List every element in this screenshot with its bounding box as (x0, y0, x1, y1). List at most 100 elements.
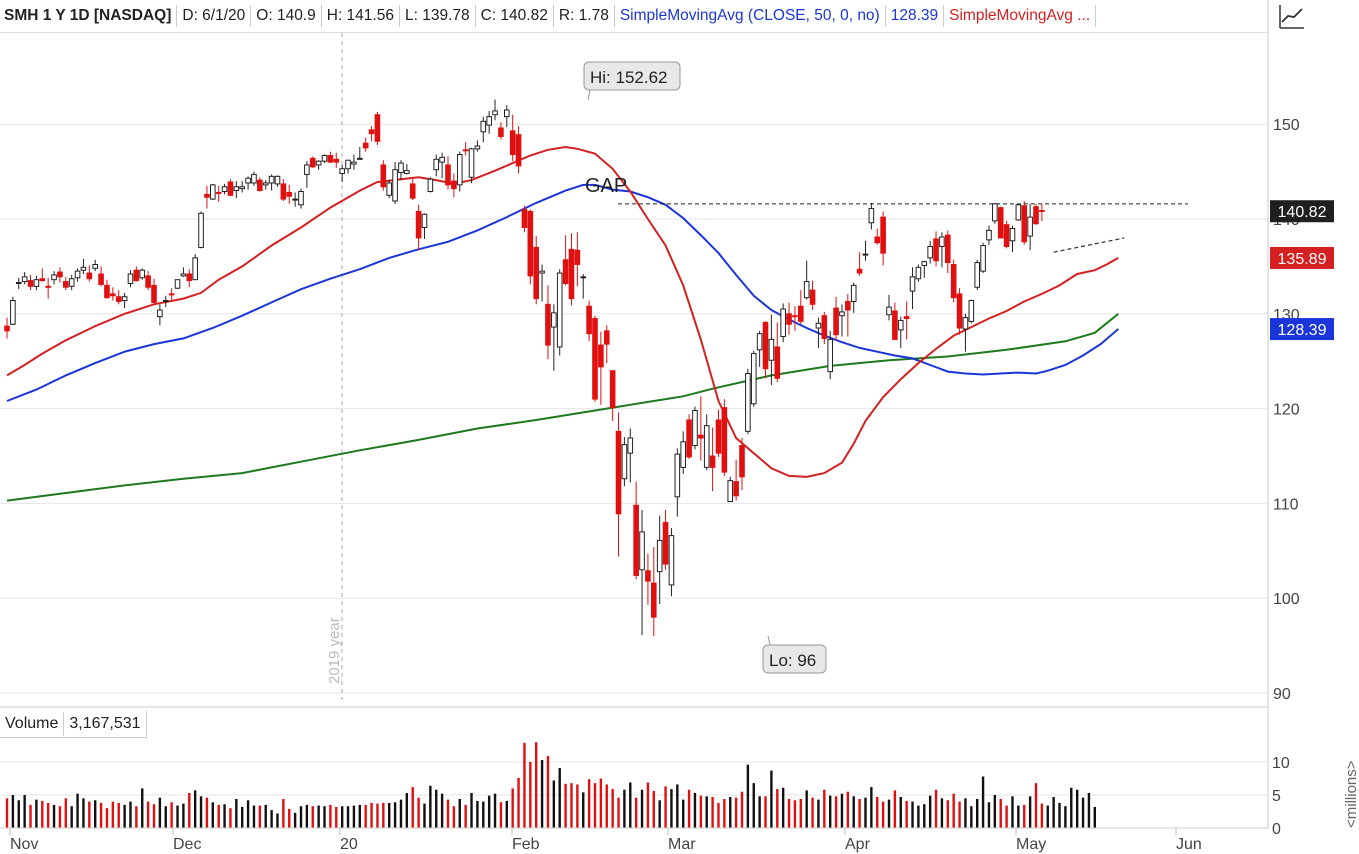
time-tick-label: Mar (668, 836, 696, 853)
volume-bar (758, 796, 761, 828)
volume-bar (5, 798, 9, 828)
volume-bar (752, 783, 755, 828)
volume-bar (23, 795, 26, 828)
volume-bar (540, 760, 544, 828)
volume-bar (346, 806, 350, 828)
candle (492, 99, 498, 121)
candle (210, 183, 216, 201)
volume-bar (817, 799, 820, 828)
volume-bar (1087, 793, 1091, 828)
volume-bar (993, 795, 997, 828)
volume-bar (623, 789, 626, 828)
volume-bar (129, 801, 132, 828)
volume-bar (329, 804, 332, 828)
volume-bar (523, 742, 526, 828)
candle (215, 185, 222, 202)
volume-bar (111, 801, 115, 828)
candle (239, 181, 245, 193)
volume-bar (423, 803, 426, 828)
candle (398, 160, 404, 181)
volume-bar (917, 805, 920, 828)
volume-bar (634, 797, 638, 828)
volume-bar (446, 799, 450, 828)
candle (98, 266, 104, 287)
low-callout-label: Lo: 96 (769, 651, 816, 670)
candle (27, 274, 34, 291)
candle (333, 152, 340, 168)
candle (4, 317, 10, 339)
volume-label: Volume (0, 712, 65, 736)
volume-bar (1064, 806, 1067, 828)
volume-bar (1011, 796, 1014, 828)
gap-label: GAP (585, 175, 627, 197)
time-tick-label: Dec (173, 836, 201, 853)
volume-bar (535, 742, 538, 828)
volume-bar (46, 802, 50, 828)
volume-bar (458, 798, 461, 828)
chart-grid (0, 123, 1268, 694)
candle (1009, 225, 1016, 253)
volume-bar (564, 783, 567, 828)
candle (110, 287, 116, 301)
range-label: R: 1.78 (554, 4, 615, 27)
candle (168, 288, 175, 302)
volume-bar (599, 778, 603, 828)
candle (803, 260, 810, 300)
volume-bar (358, 804, 361, 828)
svg-text:128.39: 128.39 (1278, 322, 1327, 339)
volume-bar (611, 789, 614, 828)
volume-bar (188, 793, 191, 828)
candle (368, 126, 375, 142)
volume-bar (981, 776, 985, 828)
candle (1003, 220, 1010, 249)
volume-bar (1052, 796, 1055, 828)
volume-bar (976, 798, 979, 828)
candle (115, 290, 122, 305)
sma20-study-label[interactable]: SimpleMovingAvg ... (944, 4, 1097, 27)
candle (756, 330, 763, 367)
volume-bar (388, 802, 391, 828)
volume-bar (417, 797, 420, 828)
sma50-study-label[interactable]: SimpleMovingAvg (CLOSE, 50, 0, no) (615, 4, 886, 27)
volume-bar (182, 803, 185, 828)
volume-bar (241, 806, 244, 828)
time-tick-label: Jun (1176, 836, 1202, 853)
volume-bar (317, 805, 320, 828)
candle (51, 271, 57, 285)
candle (962, 313, 969, 352)
candle (709, 427, 716, 492)
volume-bar (170, 802, 173, 828)
candle (409, 179, 416, 201)
symbol-label[interactable]: SMH 1 Y 1D [NASDAQ] (0, 4, 178, 27)
volume-bar (270, 810, 273, 828)
volume-bar (658, 800, 661, 828)
volume-bar (1093, 806, 1096, 828)
volume-bar (193, 790, 197, 828)
candle (427, 177, 434, 193)
volume-bar (1046, 805, 1049, 828)
candle (868, 202, 875, 230)
volume-bar (476, 800, 479, 828)
candle (274, 175, 281, 187)
candle (509, 114, 516, 162)
candle (945, 230, 951, 274)
candle (80, 258, 87, 274)
volume-tick-label: 10 (1272, 755, 1290, 772)
volume-bar (382, 802, 385, 828)
chart-style-button[interactable] (1270, 0, 1310, 32)
volume-bar (834, 796, 838, 828)
volume-bar (1070, 787, 1073, 828)
candle (880, 211, 886, 266)
date-label: D: 6/1/20 (177, 4, 252, 27)
candle (915, 264, 922, 282)
volume-bar (811, 797, 814, 828)
volume-bar (699, 795, 703, 828)
volume-bar (670, 789, 673, 828)
sma200-line (6, 313, 1119, 502)
candle (192, 254, 198, 281)
candle (221, 183, 228, 195)
candle (404, 164, 410, 175)
high-label: H: 141.56 (322, 4, 400, 27)
candle (715, 409, 722, 457)
